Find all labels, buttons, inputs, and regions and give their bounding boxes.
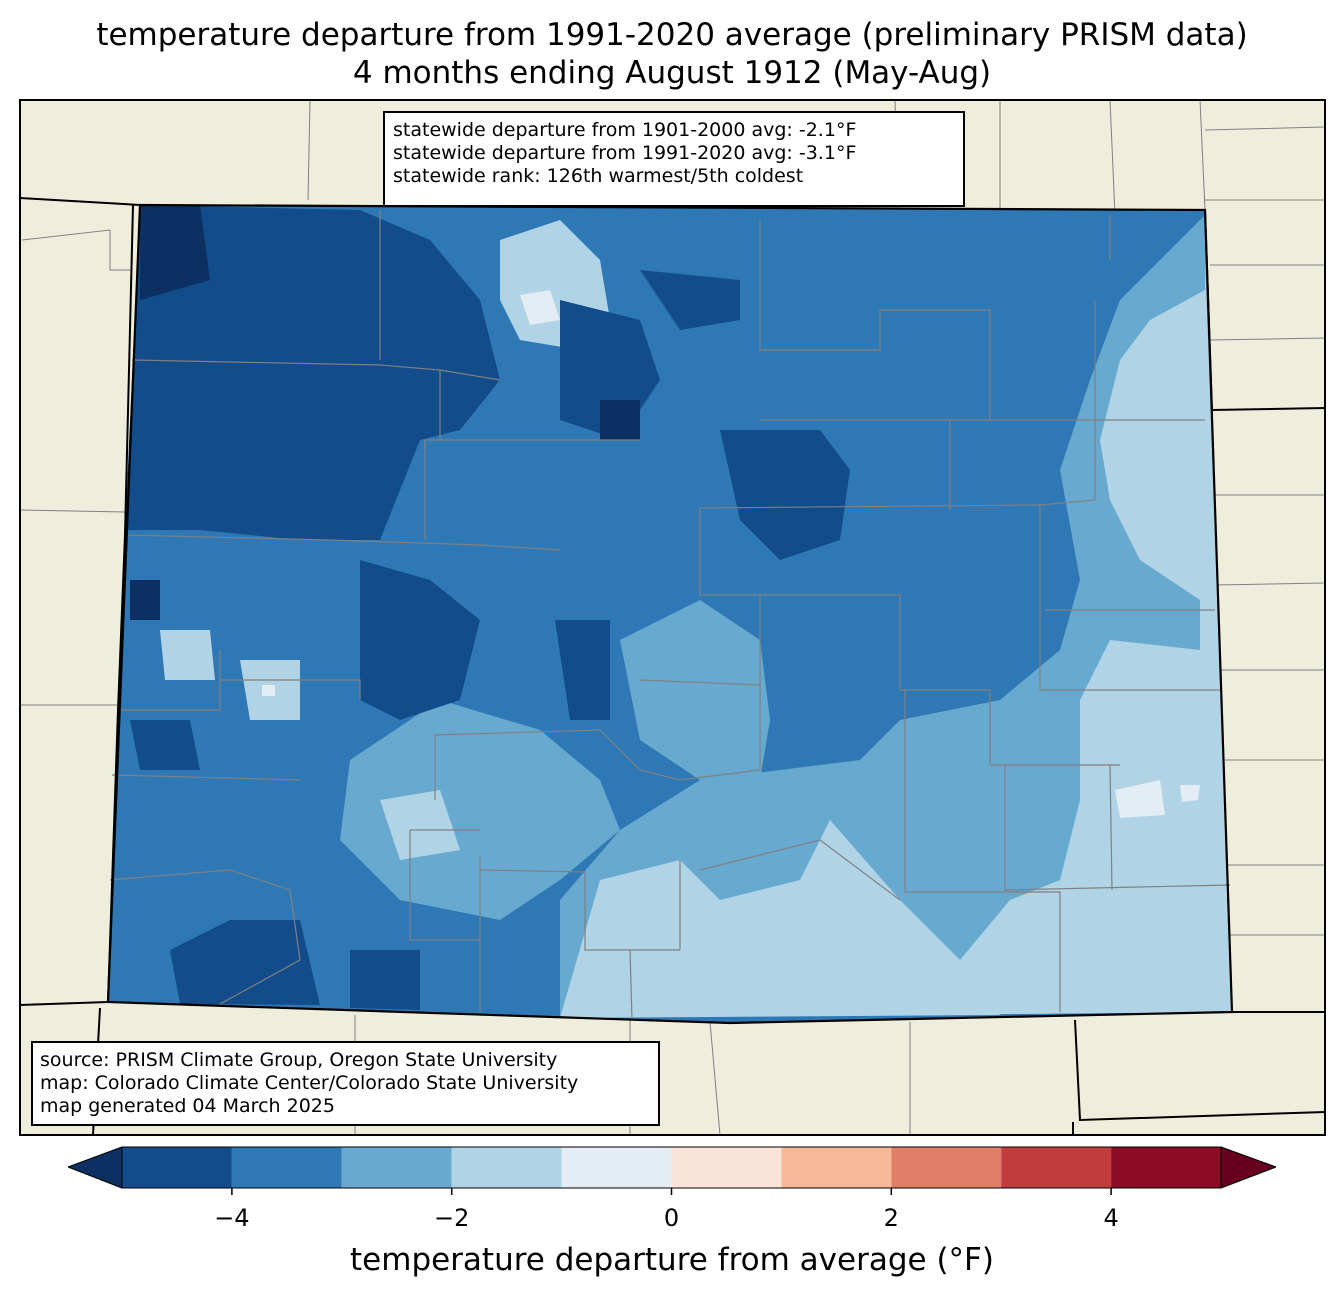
colorbar-segment xyxy=(561,1147,672,1188)
colorbar-tick-label: 4 xyxy=(1103,1204,1119,1232)
colorbar-segment xyxy=(891,1147,1002,1188)
stats-departure-1901-2000: statewide departure from 1901-2000 avg: … xyxy=(393,119,857,141)
state-borders xyxy=(19,197,1326,1136)
colorbar-segment xyxy=(1001,1147,1112,1188)
colorbar-tick-label: 2 xyxy=(883,1204,899,1232)
source-box: source: PRISM Climate Group, Oregon Stat… xyxy=(31,1041,660,1126)
colorbar xyxy=(67,1146,1277,1195)
colorbar-segment xyxy=(231,1147,342,1188)
colorbar-segment xyxy=(451,1147,562,1188)
source-credit: source: PRISM Climate Group, Oregon Stat… xyxy=(40,1049,558,1071)
generated-date: map generated 04 March 2025 xyxy=(40,1095,335,1117)
stats-rank: statewide rank: 126th warmest/5th coldes… xyxy=(393,165,804,187)
map-credit: map: Colorado Climate Center/Colorado St… xyxy=(40,1072,579,1094)
colorbar-tick-label: −4 xyxy=(214,1204,250,1232)
colorbar-segment xyxy=(341,1147,452,1188)
colorbar-segment xyxy=(1111,1147,1221,1188)
map-title-line2: 4 months ending August 1912 (May-Aug) xyxy=(352,55,992,91)
statewide-stats-box: statewide departure from 1901-2000 avg: … xyxy=(383,111,965,207)
county-lines xyxy=(109,210,1231,1021)
colorbar-tick-label: −2 xyxy=(433,1204,470,1232)
contour-patches xyxy=(125,205,1232,1018)
map-title-line1: temperature departure from 1991-2020 ave… xyxy=(96,17,1248,53)
map-frame xyxy=(19,99,1326,1136)
colorbar-over-arrow xyxy=(1221,1147,1276,1188)
colorbar-tick-label: 0 xyxy=(663,1204,680,1232)
colorbar-segment xyxy=(122,1147,232,1188)
colorbar-under-arrow xyxy=(68,1147,122,1188)
stats-departure-1991-2020: statewide departure from 1991-2020 avg: … xyxy=(393,142,857,164)
colorbar-segment xyxy=(671,1147,782,1188)
colorbar-title: temperature departure from average (°F) xyxy=(350,1242,994,1278)
colorbar-segment xyxy=(781,1147,892,1188)
